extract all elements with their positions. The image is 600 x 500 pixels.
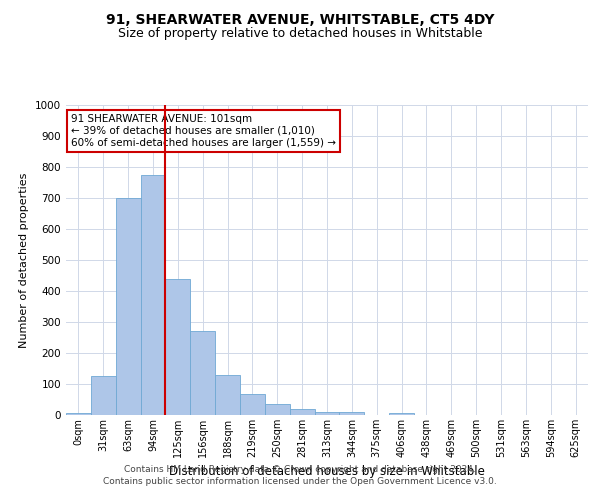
Bar xyxy=(265,404,290,415)
Bar xyxy=(91,376,116,415)
Bar xyxy=(190,330,215,415)
Text: 91, SHEARWATER AVENUE, WHITSTABLE, CT5 4DY: 91, SHEARWATER AVENUE, WHITSTABLE, CT5 4… xyxy=(106,12,494,26)
Text: Size of property relative to detached houses in Whitstable: Size of property relative to detached ho… xyxy=(118,28,482,40)
X-axis label: Distribution of detached houses by size in Whitstable: Distribution of detached houses by size … xyxy=(169,466,485,478)
Bar xyxy=(140,175,166,415)
Text: Contains HM Land Registry data © Crown copyright and database right 2024.: Contains HM Land Registry data © Crown c… xyxy=(124,465,476,474)
Bar xyxy=(166,278,190,415)
Bar xyxy=(66,414,91,415)
Y-axis label: Number of detached properties: Number of detached properties xyxy=(19,172,29,348)
Bar xyxy=(389,414,414,415)
Bar xyxy=(290,409,314,415)
Text: Contains public sector information licensed under the Open Government Licence v3: Contains public sector information licen… xyxy=(103,477,497,486)
Text: 91 SHEARWATER AVENUE: 101sqm
← 39% of detached houses are smaller (1,010)
60% of: 91 SHEARWATER AVENUE: 101sqm ← 39% of de… xyxy=(71,114,336,148)
Bar xyxy=(240,394,265,415)
Bar xyxy=(215,374,240,415)
Bar xyxy=(116,198,140,415)
Bar xyxy=(314,412,340,415)
Bar xyxy=(340,412,364,415)
